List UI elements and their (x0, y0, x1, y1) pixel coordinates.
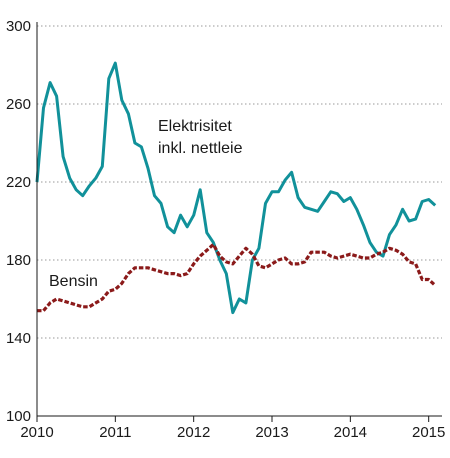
annotations: Elektrisitet inkl. nettleie Bensin (49, 118, 243, 290)
y-tick-label: 180 (6, 252, 31, 269)
y-tick-label: 260 (6, 96, 31, 113)
x-tick-label: 2013 (255, 424, 288, 441)
x-tick-label: 2010 (20, 424, 53, 441)
y-tick-label: 140 (6, 330, 31, 347)
series-label-bensin: Bensin (49, 273, 98, 290)
series-line-elektrisitet (35, 61, 437, 315)
gridlines (37, 25, 442, 339)
y-tick-label: 100 (6, 408, 31, 425)
axes (36, 22, 442, 422)
x-tick-label: 2014 (334, 424, 367, 441)
x-tick-label: 2012 (177, 424, 210, 441)
y-tick-labels: 100 140 180 220 260 300 (6, 18, 31, 425)
y-tick-label: 300 (6, 18, 31, 35)
series-layer (35, 61, 437, 315)
series-label-elektrisitet: inkl. nettleie (158, 140, 243, 157)
series-line-bensin (37, 242, 437, 313)
series-label-elektrisitet: Elektrisitet (158, 118, 232, 135)
x-tick-label: 2011 (99, 424, 131, 441)
x-tick-labels: 2010 2011 2012 2013 2014 2015 (20, 424, 445, 441)
y-tick-label: 220 (6, 174, 31, 191)
x-tick-label: 2015 (412, 424, 445, 441)
